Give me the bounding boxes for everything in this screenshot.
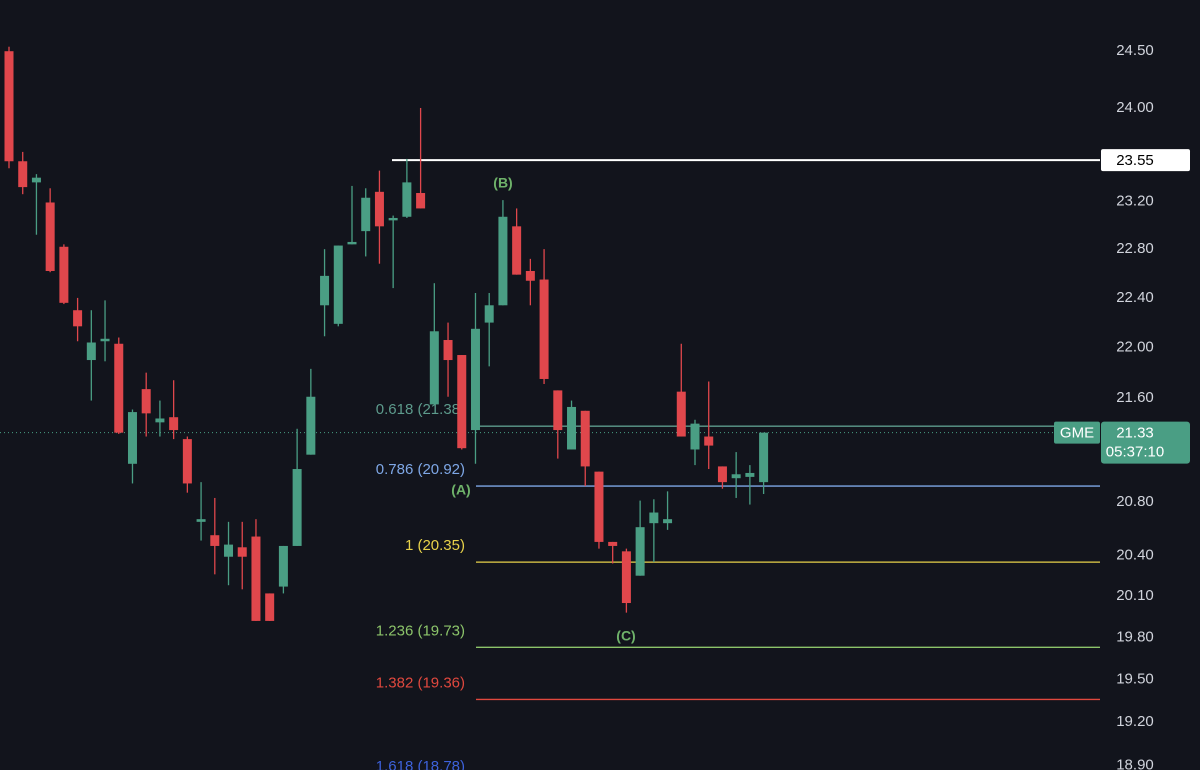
candle-body (635, 527, 645, 576)
candle-body (498, 216, 508, 306)
y-tick-label: 19.80 (1116, 629, 1154, 646)
candle-body (470, 328, 480, 431)
candle-body (73, 310, 83, 327)
candle-body (580, 410, 590, 467)
fib-label: 1.236 (19.73) (376, 622, 465, 639)
candle-body (717, 466, 727, 483)
y-tick-label: 22.40 (1116, 289, 1154, 306)
candle-body (333, 245, 343, 324)
fib-label: 1 (20.35) (405, 537, 465, 554)
y-tick-label: 22.80 (1116, 240, 1154, 257)
y-tick-label: 19.50 (1116, 671, 1154, 688)
fib-label: 0.618 (21.38) (376, 401, 465, 418)
y-tick-label: 22.00 (1116, 338, 1154, 355)
candle-body (443, 340, 453, 361)
y-tick-label: 24.50 (1116, 42, 1154, 59)
candle-body (745, 472, 755, 477)
wave-label: (C) (616, 628, 635, 644)
candle-body (690, 423, 700, 450)
candle-body (361, 197, 371, 232)
fib-label: 0.786 (20.92) (376, 461, 465, 478)
candle-body (86, 342, 96, 361)
candle-body (114, 343, 124, 433)
last-price-label: 21.33 (1116, 425, 1154, 442)
symbol-box (1054, 421, 1100, 444)
price-line-label: 23.55 (1116, 152, 1154, 169)
candle-body (525, 270, 535, 281)
candle-body (608, 541, 618, 546)
candle-body (100, 338, 110, 342)
candle-body (347, 241, 357, 245)
candle-body (457, 355, 467, 449)
candle-body (237, 547, 247, 557)
candle-body (539, 279, 549, 379)
candle-body (553, 390, 563, 431)
candle-body (210, 535, 220, 546)
symbol-label: GME (1060, 425, 1094, 442)
y-tick-label: 21.60 (1116, 389, 1154, 406)
candle-body (512, 226, 522, 275)
candle-body (169, 417, 179, 431)
y-tick-label: 19.20 (1116, 713, 1154, 730)
candle-body (224, 544, 234, 557)
candle-body (45, 202, 55, 271)
candle-body (704, 436, 714, 446)
candle-body (676, 391, 686, 437)
y-tick-label: 24.00 (1116, 99, 1154, 116)
candle-body (4, 51, 14, 162)
candle-body (182, 439, 192, 484)
last-price-box (1101, 421, 1190, 464)
candle-body (155, 418, 165, 423)
fib-label: 1.382 (19.36) (376, 674, 465, 691)
candle-body (567, 406, 577, 450)
candle-body (265, 593, 275, 621)
candle-body (141, 389, 151, 414)
wave-label: (B) (493, 175, 512, 191)
y-tick-label: 18.90 (1116, 757, 1154, 770)
y-tick-label: 23.20 (1116, 192, 1154, 209)
countdown-label: 05:37:10 (1106, 444, 1164, 461)
candle-body (388, 217, 398, 221)
candle-body (621, 551, 631, 604)
candle-body (320, 275, 330, 306)
candle-body (127, 412, 137, 464)
candle-body (649, 512, 659, 524)
candle-body (59, 246, 69, 303)
candle-body (292, 469, 302, 546)
candle-body (429, 331, 439, 405)
candle-body (402, 182, 412, 217)
candle-body (663, 519, 673, 524)
wave-label: (A) (451, 482, 470, 498)
candle-body (306, 396, 316, 455)
y-tick-label: 20.40 (1116, 546, 1154, 563)
candle-body (731, 474, 741, 479)
candle-body (374, 191, 384, 227)
y-tick-label: 20.10 (1116, 587, 1154, 604)
candle-body (278, 545, 288, 587)
price-line-label-box (1101, 149, 1190, 172)
fib-label: 1.618 (18.78) (376, 758, 465, 770)
candle-body (594, 471, 604, 542)
candle-body (416, 193, 426, 209)
candle-body (18, 161, 28, 188)
candle-body (31, 177, 41, 183)
candle-body (484, 305, 494, 323)
y-tick-label: 20.80 (1116, 493, 1154, 510)
candle-body (251, 536, 261, 621)
candle-body (759, 432, 769, 483)
candle-body (196, 519, 206, 522)
